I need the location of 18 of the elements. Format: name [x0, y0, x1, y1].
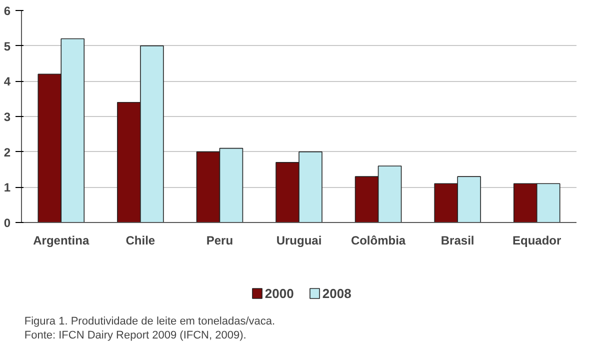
y-tick-label: 6: [4, 4, 11, 18]
x-tick-label: Brasil: [440, 234, 474, 248]
y-tick-label: 3: [4, 110, 11, 124]
y-tick-label: 2: [4, 145, 11, 160]
x-tick-label: Peru: [206, 234, 234, 248]
y-tick-label: 5: [4, 39, 11, 54]
x-tick-label: Uruguai: [276, 234, 322, 248]
x-tick-label: Colômbia: [350, 234, 406, 248]
legend-label: 2008: [322, 286, 352, 301]
x-tick-label: Equador: [512, 234, 562, 248]
legend-label: 2000: [264, 286, 294, 301]
source-note: Fonte: IFCN Dairy Report 2009 (IFCN, 2009).: [24, 330, 246, 342]
x-tick-label: Argentina: [33, 234, 90, 248]
y-tick-label: 1: [4, 180, 11, 195]
y-tick-label: 0: [4, 216, 11, 230]
y-tick-label: 4: [4, 74, 11, 89]
text: Figura 1. Produtividade de leite em toneladas/vaca.: [24, 316, 276, 328]
x-tick-label: Chile: [126, 234, 156, 248]
